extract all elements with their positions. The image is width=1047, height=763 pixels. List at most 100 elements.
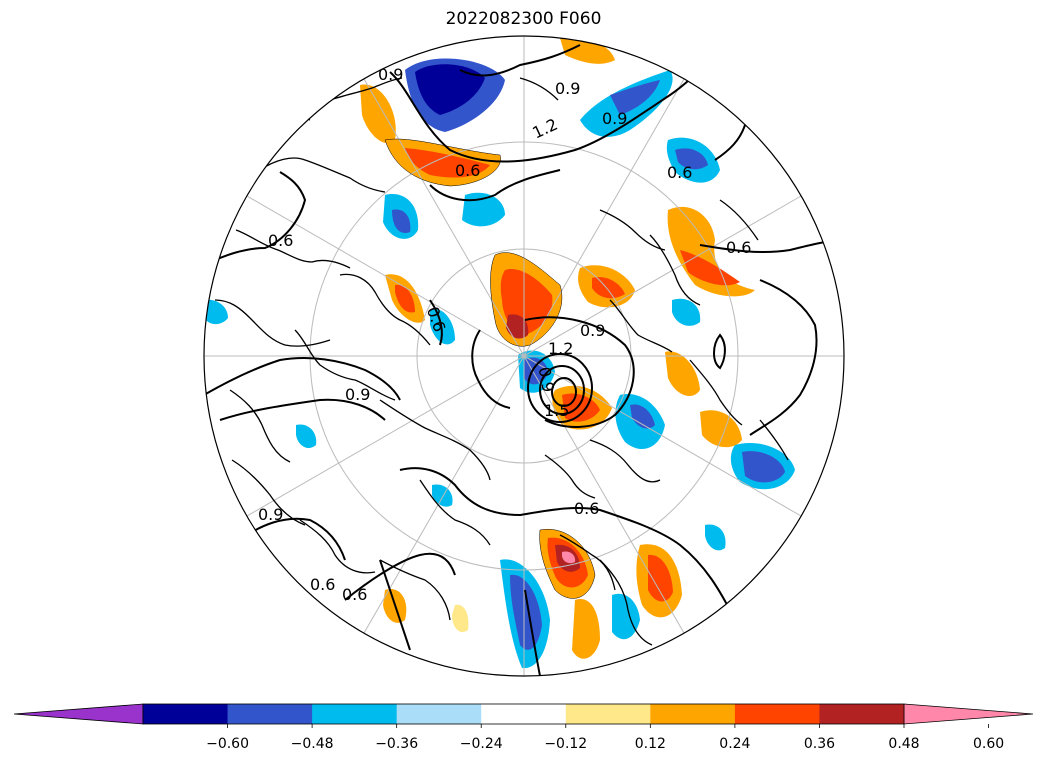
colorbar-extend-low xyxy=(13,703,144,725)
anomaly-outline xyxy=(384,138,501,187)
coastline xyxy=(294,329,396,401)
contour-label: 1.2 xyxy=(548,339,573,358)
anomaly-blob xyxy=(462,192,505,227)
anomaly-blob xyxy=(705,524,726,551)
contour-label: 0.6 xyxy=(455,161,480,180)
colorbar-segment xyxy=(396,704,482,724)
anomaly-blob xyxy=(392,209,411,234)
coastline xyxy=(235,229,351,269)
colorbar-tick-label: −0.12 xyxy=(544,736,587,752)
contour-label: 0.9 xyxy=(555,79,580,98)
contour-label: 0.9 xyxy=(602,109,627,128)
anomaly-blob xyxy=(672,298,701,326)
colorbar-segment xyxy=(143,704,229,724)
coastline xyxy=(599,559,653,646)
anomaly-blob xyxy=(630,404,655,429)
coastline xyxy=(689,359,743,426)
contour-label: 0.6 xyxy=(574,499,599,518)
coastline xyxy=(719,199,759,241)
contour-label: 0.9 xyxy=(258,505,283,524)
colorbar-tick-label: −0.48 xyxy=(291,736,334,752)
coastline xyxy=(759,419,789,461)
contour-line xyxy=(471,329,511,409)
colorbar-tick-label: −0.60 xyxy=(206,736,249,752)
colorbar-tick-label: 0.60 xyxy=(973,736,1004,752)
contour-line xyxy=(429,299,443,346)
contour-line xyxy=(239,517,346,561)
coastline xyxy=(599,209,666,251)
coastline xyxy=(229,389,291,463)
anomaly-blob xyxy=(665,351,700,397)
coastline xyxy=(544,454,596,499)
coastline xyxy=(274,94,311,121)
anomaly-blob xyxy=(680,250,740,286)
colorbar: −0.60 −0.48 −0.36 −0.24 −0.12 0.12 0.24 0.36 0.4… xyxy=(13,703,1034,752)
colorbar-segment xyxy=(481,704,567,724)
coastline xyxy=(609,299,673,353)
coastline xyxy=(419,479,491,546)
contour-label: 0.9 xyxy=(535,365,558,393)
contour-label: 0.6 xyxy=(268,231,293,250)
colorbar-tick-label: 0.36 xyxy=(804,736,835,752)
contour-line xyxy=(389,59,711,163)
contour-label: 0.9 xyxy=(345,385,370,404)
contour-label: 1.5 xyxy=(544,401,569,420)
anomaly-blob xyxy=(360,84,396,144)
colorbar-segment xyxy=(819,704,905,724)
colorbar-segment xyxy=(312,704,398,724)
anomaly-blob xyxy=(395,284,415,313)
anomaly-blob xyxy=(700,410,742,448)
coastline xyxy=(649,234,701,306)
map-disc: 0.9 0.9 1.2 0.9 0.6 0.6 0.6 0.6 0.6 0.9 … xyxy=(204,36,844,676)
contour-label: 0.6 xyxy=(726,238,751,257)
contour-line xyxy=(524,589,541,676)
contour-line xyxy=(551,377,577,407)
coastline xyxy=(329,77,403,101)
coastline xyxy=(299,519,376,574)
contour-line xyxy=(204,357,401,401)
contour-line xyxy=(219,398,386,421)
colorbar-segment xyxy=(650,704,736,724)
contour-line xyxy=(749,279,818,436)
anomaly-outline xyxy=(490,252,562,347)
contour-label: 0.9 xyxy=(378,65,403,84)
colorbar-tick-label: −0.36 xyxy=(375,736,418,752)
contour-line xyxy=(399,467,736,621)
anomaly-blob xyxy=(204,299,228,325)
colorbar-tick-label: 0.12 xyxy=(635,736,666,752)
contour-label: 0.6 xyxy=(667,163,692,182)
anomaly-blob xyxy=(296,424,317,449)
coastline xyxy=(259,157,386,193)
contour-line xyxy=(713,333,726,370)
colorbar-segment xyxy=(565,704,651,724)
map-title: 2022082300 F060 xyxy=(445,9,602,29)
coastline xyxy=(559,534,616,591)
coastline xyxy=(339,273,431,346)
contour-line xyxy=(344,552,456,601)
contour-label: 0.9 xyxy=(580,321,605,340)
anomaly-blob xyxy=(415,64,485,115)
anomaly-blob xyxy=(432,484,453,507)
coastlines xyxy=(214,77,789,646)
anomaly-blob xyxy=(612,593,640,640)
colorbar-segment xyxy=(734,704,820,724)
contour-line xyxy=(524,316,635,428)
anomaly-blob xyxy=(742,451,785,483)
colorbar-segment xyxy=(227,704,313,724)
coastline xyxy=(379,399,491,481)
anomaly-blob xyxy=(675,148,708,170)
coastline xyxy=(214,299,331,347)
colorbar-tick-label: 0.24 xyxy=(719,736,750,752)
contour-line xyxy=(539,365,585,415)
anomaly-blob xyxy=(510,574,542,650)
anomaly-blob xyxy=(560,37,615,64)
anomaly-blob xyxy=(592,276,625,299)
anomaly-blob xyxy=(572,599,600,659)
contour-label: 0.6 xyxy=(310,575,335,594)
anomaly-blob xyxy=(562,551,576,564)
coastline xyxy=(519,77,559,101)
graticule xyxy=(204,36,844,676)
anomaly-blob xyxy=(648,554,673,602)
colorbar-extend-high xyxy=(903,703,1034,725)
